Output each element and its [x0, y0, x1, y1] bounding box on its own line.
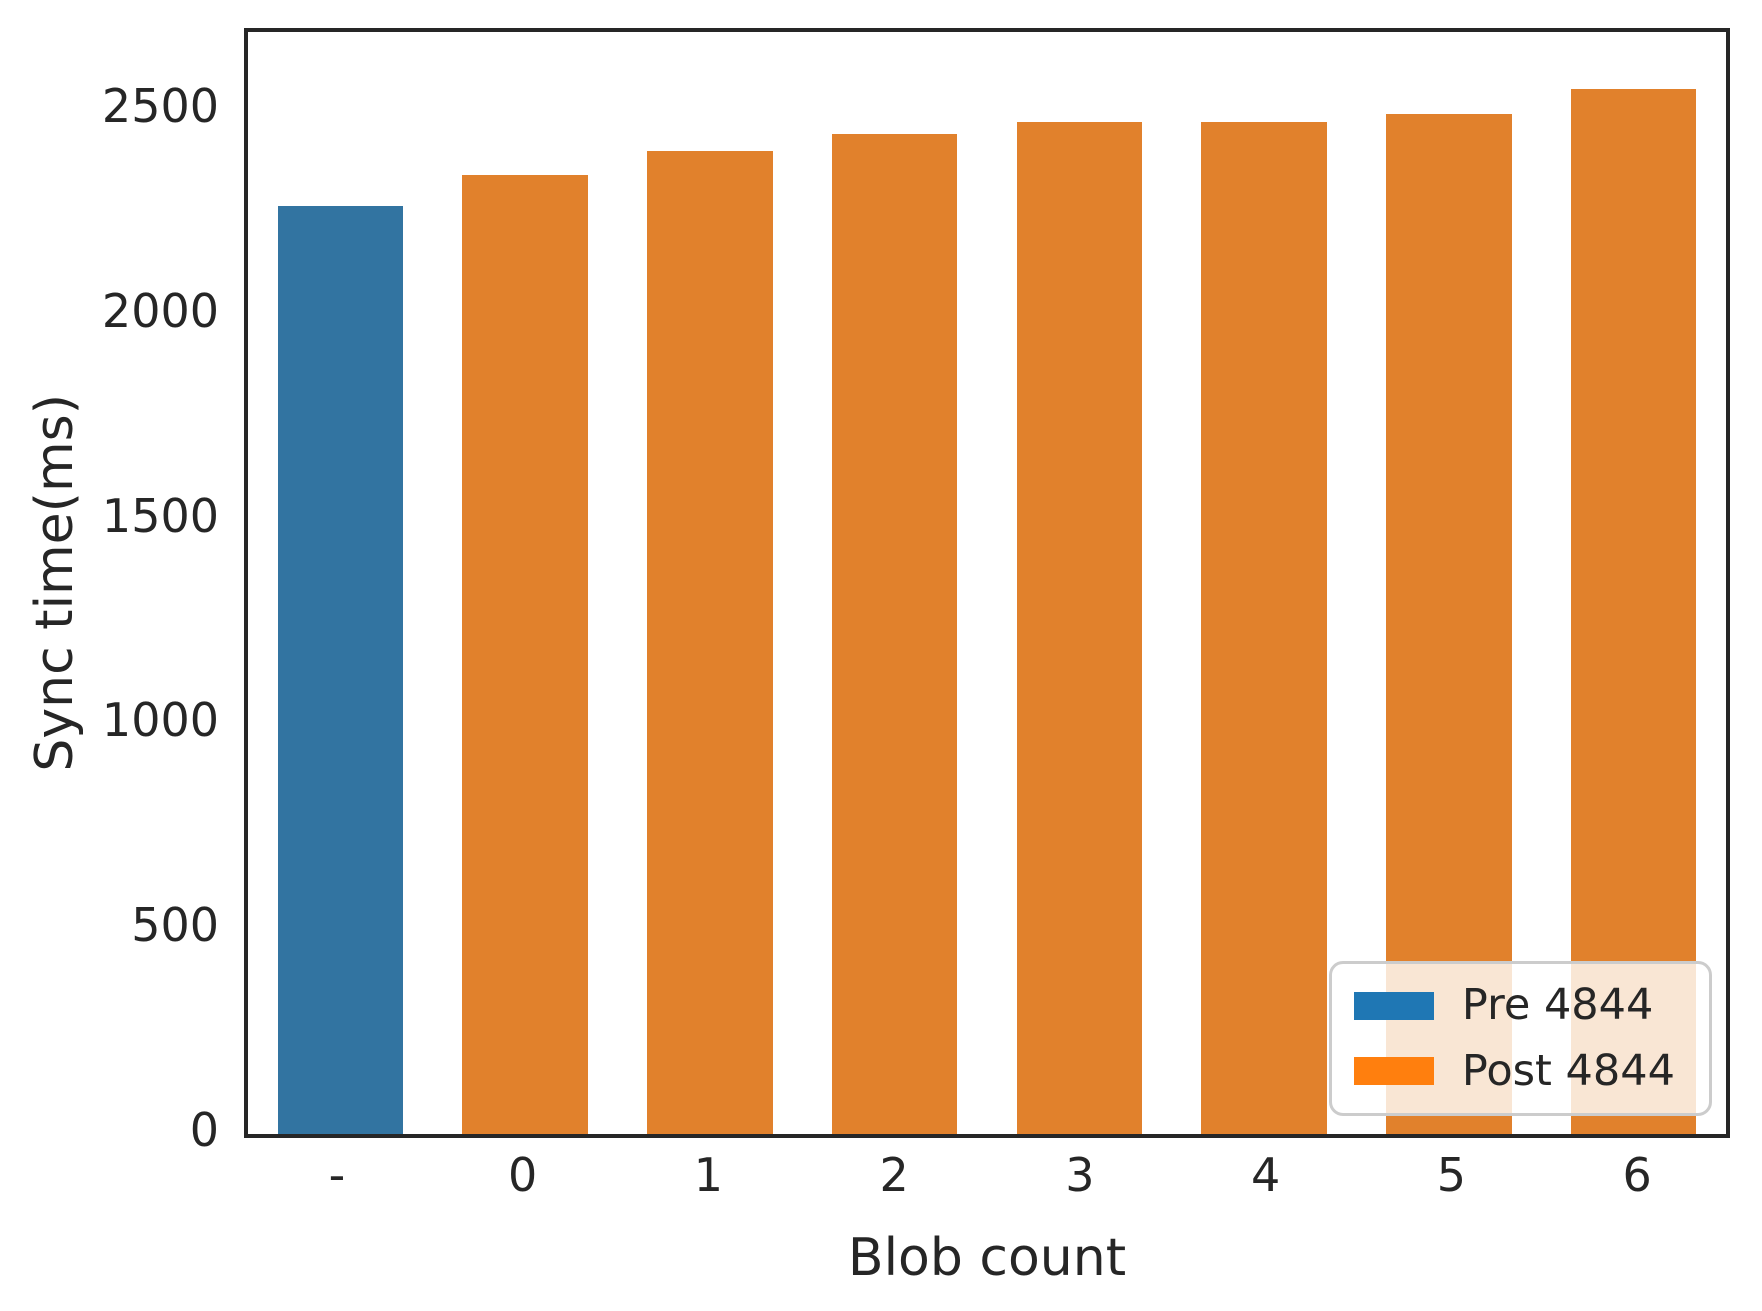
- legend-label: Pre 4844: [1461, 980, 1654, 1031]
- plot-area: Pre 4844 Post 4844: [244, 28, 1730, 1138]
- bar-4: [1201, 122, 1327, 1134]
- bar-slot-2: [802, 32, 987, 1134]
- bar-1: [647, 150, 773, 1134]
- bar-0: [462, 175, 588, 1134]
- y-tick-label-1000: 1000: [101, 693, 219, 748]
- bar-3: [1016, 122, 1143, 1134]
- y-tick-label-2500: 2500: [101, 78, 219, 133]
- bar--: [277, 206, 404, 1134]
- legend-label: Post 4844: [1461, 1045, 1675, 1096]
- bars-row: [248, 32, 1726, 1134]
- x-axis-label: Blob count: [847, 1228, 1127, 1288]
- legend: Pre 4844 Post 4844: [1328, 961, 1712, 1116]
- bar-slot-4: [1172, 32, 1357, 1134]
- legend-swatch-icon: [1353, 1057, 1434, 1086]
- y-tick-label-2000: 2000: [101, 283, 219, 338]
- bar-2: [831, 134, 958, 1134]
- y-tick-label-500: 500: [131, 898, 219, 953]
- bar-slot-3: [987, 32, 1172, 1134]
- bar-slot-0: [433, 32, 618, 1134]
- bar-slot-6: [1541, 32, 1726, 1134]
- x-tick-label--: -: [328, 1148, 346, 1202]
- y-tick-label-1500: 1500: [101, 488, 219, 543]
- x-tick-label-5: 5: [1436, 1148, 1467, 1202]
- bar-slot-1: [618, 32, 803, 1134]
- y-axis-ticks: 0 500 1000 1500 2000 2500: [0, 28, 219, 1153]
- x-tick-label-1: 1: [693, 1148, 724, 1202]
- y-tick-label-0: 0: [189, 1103, 219, 1157]
- x-tick-label-6: 6: [1622, 1148, 1652, 1202]
- bar-6: [1570, 89, 1697, 1134]
- bar-slot--: [248, 32, 433, 1134]
- x-tick-label-3: 3: [1065, 1148, 1095, 1202]
- legend-entry: Pre 4844: [1353, 980, 1675, 1031]
- legend-entry: Post 4844: [1353, 1045, 1675, 1096]
- legend-swatch-icon: [1353, 992, 1434, 1021]
- x-tick-label-0: 0: [507, 1148, 538, 1202]
- x-tick-label-4: 4: [1250, 1148, 1281, 1202]
- x-tick-label-2: 2: [879, 1148, 909, 1202]
